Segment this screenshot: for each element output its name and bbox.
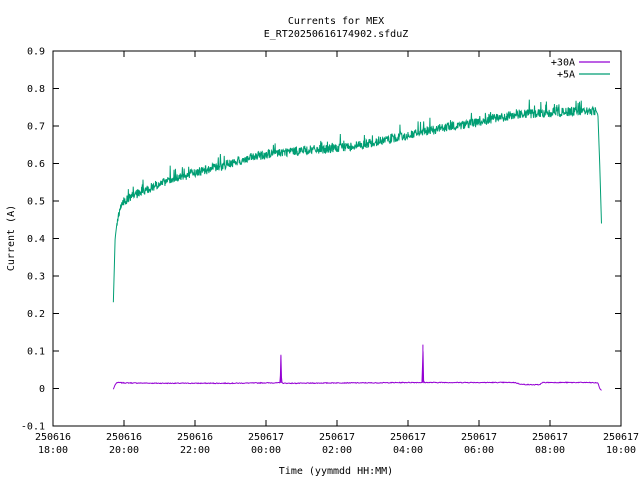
x-tick-time: 00:00 [251,445,281,456]
x-tick-date: 250617 [461,432,497,443]
x-tick-time: 10:00 [606,445,636,456]
y-tick-label: 0.7 [27,122,45,133]
x-tick-date: 250617 [319,432,355,443]
x-tick-time: 06:00 [464,445,494,456]
series-30a-line [112,351,602,391]
x-tick-time: 02:00 [322,445,352,456]
x-tick-date: 250616 [106,432,142,443]
y-axis: -0.1 0 0.1 0.2 0.3 0.4 0.5 0.6 0.7 0.8 0.9 [21,47,621,433]
y-tick-label: 0 [39,384,45,395]
y-axis-label: Current (A) [6,205,17,271]
legend: +30A+5A [551,58,610,81]
y-tick-label: 0.4 [27,234,45,245]
series-layer [112,99,602,391]
x-tick-date: 250617 [532,432,568,443]
x-tick-date: 250616 [177,432,213,443]
x-tick-time: 08:00 [535,445,565,456]
y-tick-label: 0.1 [27,347,45,358]
x-axis-label: Time (yymmdd HH:MM) [279,466,393,477]
x-tick-time: 18:00 [38,445,68,456]
x-tick-date: 250617 [248,432,284,443]
y-tick-label: 0.5 [27,197,45,208]
y-tick-label: 0.2 [27,309,45,320]
plot-frame [52,50,622,427]
y-tick-label: 0.9 [27,47,45,58]
x-tick-date: 250617 [603,432,639,443]
legend-label: +5A [557,70,575,81]
x-axis: 250616 18:00 250616 20:00 250616 22:00 250617 0… [35,51,639,456]
chart-title: Currents for MEX [288,16,384,27]
series-5a-line [112,99,602,303]
y-tick-label: 0.3 [27,272,45,283]
x-tick-time: 22:00 [180,445,210,456]
y-tick-label: -0.1 [21,422,45,433]
x-tick-time: 20:00 [109,445,139,456]
legend-label: +30A [551,58,575,69]
chart-subtitle: E_RT20250616174902.sfduZ [264,29,409,40]
y-tick-label: 0.8 [27,84,45,95]
y-tick-label: 0.6 [27,159,45,170]
x-tick-date: 250616 [35,432,71,443]
x-tick-date: 250617 [390,432,426,443]
x-tick-time: 04:00 [393,445,423,456]
